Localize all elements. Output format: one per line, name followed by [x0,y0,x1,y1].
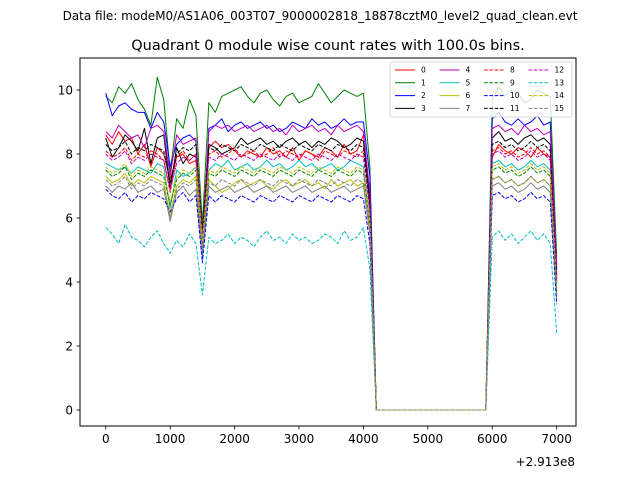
x-tick-label: 0 [102,432,110,446]
legend-label-15: 15 [555,104,565,113]
y-tick-label: 6 [65,211,73,225]
x-offset-label: +2.913e8 [516,455,575,469]
x-tick-label: 2000 [219,432,250,446]
x-axis: 0 1000 2000 3000 4000 5000 6000 7000 [102,426,572,446]
legend-label-8: 8 [510,66,515,75]
y-tick-label: 10 [58,83,73,97]
legend-label-6: 6 [466,91,471,100]
x-tick-label: 1000 [155,432,186,446]
x-tick-label: 4000 [348,432,379,446]
y-tick-label: 4 [65,275,73,289]
series-line-15 [105,175,558,411]
x-tick-label: 5000 [413,432,444,446]
x-tick-label: 7000 [541,432,572,446]
y-axis: 0 2 4 6 8 10 [58,83,80,417]
plot-frame [79,57,577,427]
legend-label-13: 13 [555,78,565,87]
y-tick-label: 8 [65,147,73,161]
legend-label-12: 12 [555,66,565,75]
legend-label-1: 1 [421,78,426,87]
legend-label-11: 11 [510,104,520,113]
legend-label-4: 4 [466,66,471,75]
legend-label-2: 2 [421,91,426,100]
legend-label-5: 5 [466,78,471,87]
chart-title: Quadrant 0 module wise count rates with … [131,38,525,54]
legend-label-7: 7 [466,104,471,113]
legend-label-10: 10 [510,91,520,100]
legend-label-14: 14 [555,91,565,100]
legend-label-0: 0 [421,66,426,75]
series-lines [105,76,558,411]
x-tick-label: 6000 [477,432,508,446]
figure-suptitle: Data file: modeM0/AS1A06_003T07_90000028… [63,9,578,23]
y-tick-label: 2 [65,339,73,353]
legend-label-3: 3 [421,104,426,113]
legend-box [389,61,573,118]
y-tick-label: 0 [65,403,73,417]
series-line-14 [105,163,558,411]
legend-label-9: 9 [510,78,515,87]
x-tick-label: 3000 [284,432,315,446]
